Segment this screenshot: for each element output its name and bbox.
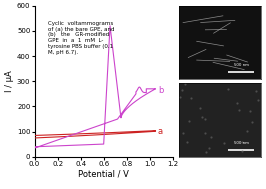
Y-axis label: I / μA: I / μA xyxy=(5,70,14,92)
Text: b: b xyxy=(158,86,163,94)
X-axis label: Potential / V: Potential / V xyxy=(78,170,129,179)
Text: 500 nm: 500 nm xyxy=(234,141,249,145)
Text: Cyclic  voltammograms
of (a) the bare GPE, and
(b)   the   GR-modified
GPE  in  : Cyclic voltammograms of (a) the bare GPE… xyxy=(48,21,115,55)
Text: a: a xyxy=(158,127,163,136)
Text: 500 nm: 500 nm xyxy=(234,63,249,67)
